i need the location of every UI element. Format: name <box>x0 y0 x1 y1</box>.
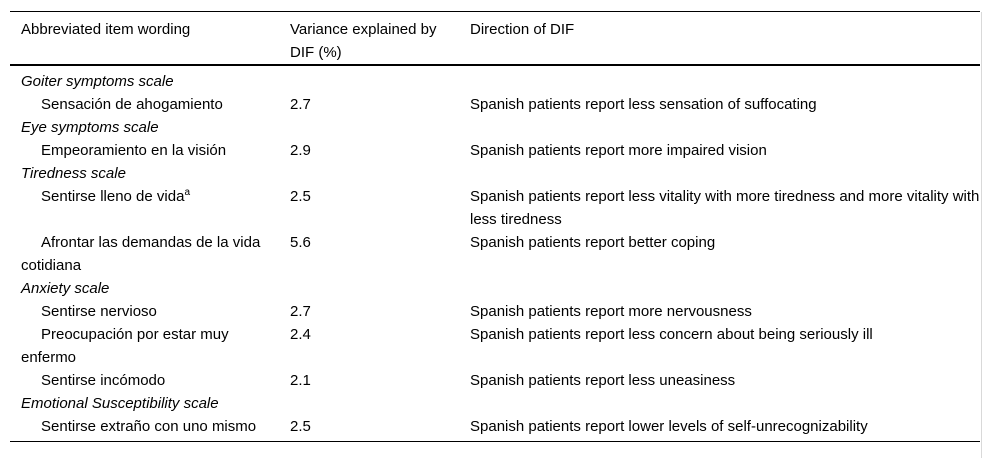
direction-cell <box>460 162 980 185</box>
direction-cell: Spanish patients report better coping <box>470 234 716 251</box>
item-cell: Sentirse nervioso <box>41 303 157 320</box>
direction-cell <box>460 116 980 139</box>
direction-cell: Spanish patients report less concern abo… <box>470 326 873 343</box>
direction-cell: Spanish patients report less sensation o… <box>470 96 817 113</box>
table-row: Sentirse extraño con uno mismo 2.5 Spani… <box>10 415 980 442</box>
scale-label: Goiter symptoms scale <box>21 73 174 90</box>
item-cell: Sentirse incómodo <box>41 372 166 389</box>
table-row-scale-anxiety: Anxiety scale <box>10 277 980 300</box>
variance-cell: 2.5 <box>290 188 311 205</box>
variance-cell <box>280 277 460 300</box>
variance-cell: 5.6 <box>290 234 311 251</box>
direction-cell: Spanish patients report lower levels of … <box>470 418 868 435</box>
direction-cell: Spanish patients report more nervousness <box>470 303 752 320</box>
direction-cell <box>460 277 980 300</box>
item-cell: Sentirse extraño con uno mismo <box>41 418 257 435</box>
scale-label: Tiredness scale <box>21 165 126 182</box>
direction-cell: Spanish patients report less vitality wi… <box>470 188 980 228</box>
variance-cell: 2.7 <box>290 303 311 320</box>
variance-cell: 2.1 <box>290 372 311 389</box>
footnote-marker: a <box>184 187 190 198</box>
variance-cell <box>280 162 460 185</box>
variance-cell: 2.7 <box>290 96 311 113</box>
table-row-scale-emotional-susceptibility: Emotional Susceptibility scale <box>10 392 980 415</box>
column-header-item-wording: Abbreviated item wording <box>10 11 280 66</box>
table-row-scale-eye: Eye symptoms scale <box>10 116 980 139</box>
direction-cell: Spanish patients report less uneasiness <box>470 372 736 389</box>
variance-cell: 2.5 <box>290 418 311 435</box>
variance-cell <box>280 65 460 93</box>
table-row: Sentirse incómodo 2.1 Spanish patients r… <box>10 369 980 392</box>
dif-results-table: Abbreviated item wording Variance explai… <box>10 11 980 442</box>
table-row: Sentirse nervioso 2.7 Spanish patients r… <box>10 300 980 323</box>
table-row: Sentirse lleno de vidaa 2.5 Spanish pati… <box>10 185 980 231</box>
direction-cell <box>460 392 980 415</box>
item-text: Sentirse lleno de vida <box>41 188 185 205</box>
table-row-scale-tiredness: Tiredness scale <box>10 162 980 185</box>
variance-cell <box>280 392 460 415</box>
table-row: Sensación de ahogamiento 2.7 Spanish pat… <box>10 93 980 116</box>
direction-cell: Spanish patients report more impaired vi… <box>470 142 767 159</box>
item-cell: Sensación de ahogamiento <box>41 96 223 113</box>
header-row: Abbreviated item wording Variance explai… <box>10 11 980 66</box>
table-row: Empeoramiento en la visión 2.9 Spanish p… <box>10 139 980 162</box>
scale-label: Emotional Susceptibility scale <box>21 395 219 412</box>
table-row: Preocupación por estar muy enfermo 2.4 S… <box>10 323 980 369</box>
item-cell: Sentirse lleno de vidaa <box>10 185 280 231</box>
variance-cell: 2.9 <box>290 142 311 159</box>
table-row-scale-goiter: Goiter symptoms scale <box>10 65 980 93</box>
variance-cell <box>280 116 460 139</box>
item-cell: Preocupación por estar muy enfermo <box>21 326 229 366</box>
page-edge-divider <box>981 12 982 458</box>
column-header-variance: Variance explained by DIF (%) <box>280 11 460 66</box>
scale-label: Anxiety scale <box>21 280 110 297</box>
variance-cell: 2.4 <box>290 326 311 343</box>
item-cell: Empeoramiento en la visión <box>41 142 227 159</box>
item-cell: Afrontar las demandas de la vida cotidia… <box>21 234 261 274</box>
column-header-direction: Direction of DIF <box>460 11 980 66</box>
direction-cell <box>460 65 980 93</box>
scale-label: Eye symptoms scale <box>21 119 159 136</box>
table-row: Afrontar las demandas de la vida cotidia… <box>10 231 980 277</box>
